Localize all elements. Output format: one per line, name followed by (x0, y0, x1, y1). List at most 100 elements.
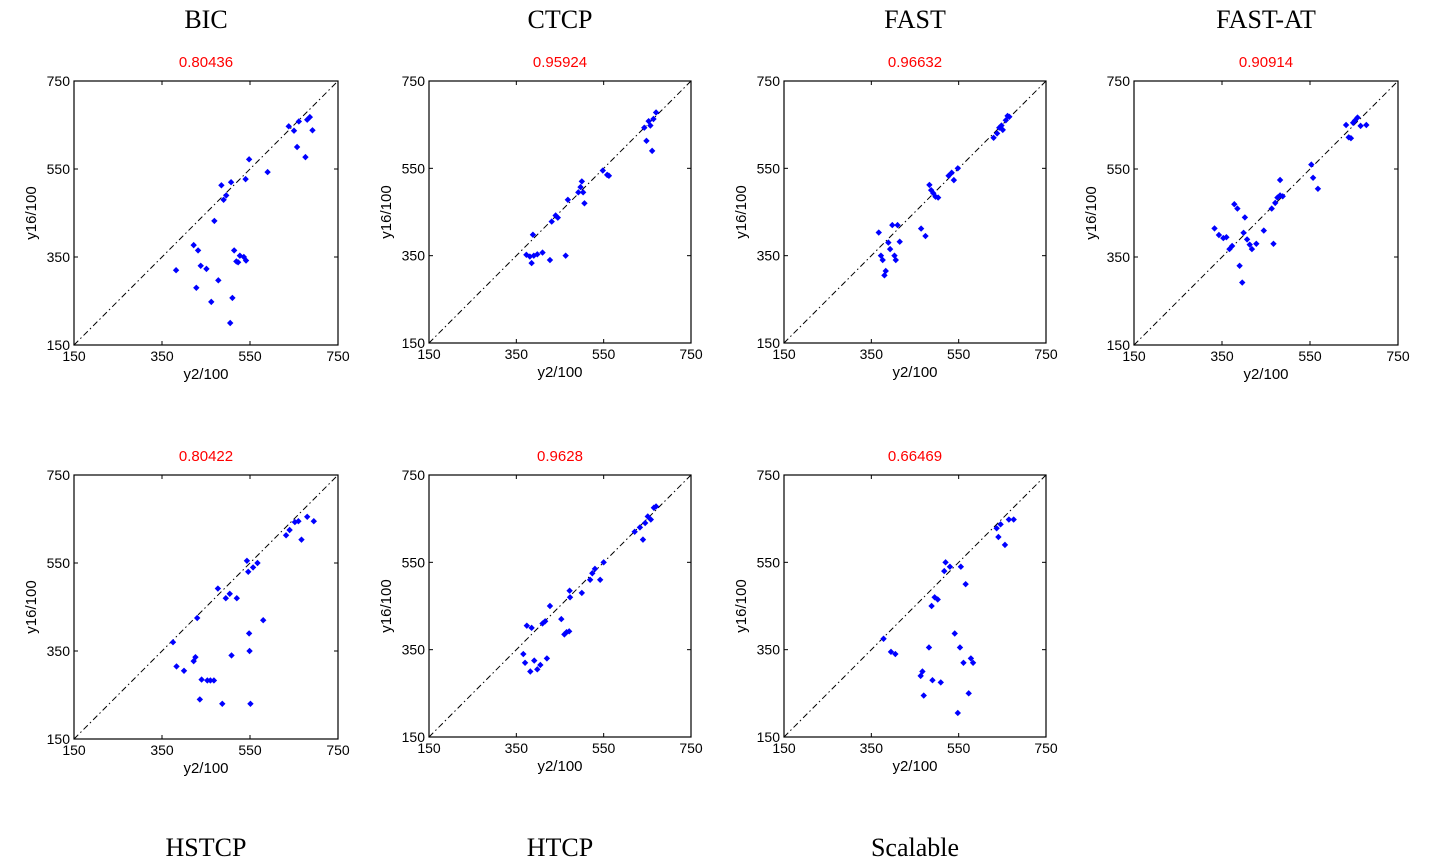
data-point (652, 109, 660, 116)
data-point (304, 513, 311, 520)
data-point (298, 536, 305, 543)
x-tick-label: 150 (772, 740, 796, 756)
data-point (562, 252, 569, 259)
data-point (929, 677, 936, 684)
x-tick-label: 550 (1298, 348, 1322, 364)
data-point (993, 130, 1001, 137)
data-point (605, 172, 613, 179)
data-point (537, 661, 544, 669)
y-tick-label: 550 (757, 160, 781, 176)
data-point (208, 298, 215, 306)
data-point (647, 122, 654, 129)
data-point (997, 521, 1004, 528)
data-point (999, 126, 1006, 134)
data-point (1239, 279, 1246, 286)
data-point (242, 175, 249, 183)
data-point (523, 622, 531, 629)
data-point (951, 630, 958, 637)
data-point (889, 221, 896, 229)
data-point (194, 614, 201, 622)
data-point (215, 277, 222, 284)
x-tick-label: 150 (417, 346, 441, 362)
data-point (586, 576, 594, 583)
data-point (197, 262, 204, 269)
data-point (530, 252, 537, 259)
data-point (563, 629, 570, 636)
data-point (207, 677, 214, 684)
y-tick-label: 750 (47, 73, 71, 89)
scatter-panel-fast: FAST 0.96632 150 350 550 750 150 350 550 750 y2/10… (733, 5, 1058, 381)
data-point (1241, 214, 1249, 221)
data-point (561, 631, 568, 638)
data-point (534, 666, 541, 673)
data-point (600, 559, 607, 566)
data-point (558, 615, 565, 623)
x-tick-label: 750 (679, 740, 703, 756)
data-point (877, 252, 885, 259)
data-point (1228, 242, 1236, 250)
data-point (214, 585, 222, 592)
panel-caption: CTCP (527, 5, 592, 34)
data-point (566, 594, 574, 601)
data-point (285, 123, 292, 130)
data-point (210, 677, 218, 684)
data-point (892, 256, 899, 264)
data-point (950, 176, 958, 184)
data-point (306, 113, 314, 121)
data-point (229, 294, 236, 302)
correlation-value: 0.9628 (537, 448, 583, 465)
data-point (954, 165, 961, 172)
panel-caption: FAST (884, 5, 946, 34)
y-tick-label: 750 (402, 467, 426, 483)
data-point (589, 570, 596, 577)
data-point (648, 147, 656, 155)
data-point (922, 232, 929, 240)
data-point (240, 253, 248, 261)
data-point (1276, 192, 1284, 199)
data-point (295, 518, 302, 525)
reference-line (428, 80, 692, 344)
data-point (1253, 240, 1260, 247)
y-tick-label: 550 (402, 554, 426, 570)
y-tick-label: 750 (757, 467, 781, 483)
x-tick-label: 550 (947, 740, 971, 756)
data-point (302, 153, 309, 161)
data-point (993, 525, 1000, 532)
data-point (644, 513, 651, 520)
y-tick-label: 550 (757, 554, 781, 570)
y-tick-label: 150 (1107, 337, 1131, 353)
y-axis-label: y16/100 (733, 185, 750, 238)
data-point (934, 194, 942, 201)
x-tick-label: 750 (326, 348, 350, 364)
data-point (962, 580, 969, 588)
data-point (652, 503, 660, 510)
data-point (245, 568, 252, 575)
data-point (169, 639, 177, 646)
data-point (1243, 236, 1251, 243)
x-tick-label: 150 (62, 348, 86, 364)
data-point (260, 617, 267, 624)
scatter-panel-fast-at: FAST-AT 0.90914 150 350 550 750 150 350 550 750 y2… (1083, 5, 1410, 383)
data-point (631, 528, 638, 535)
y-tick-label: 350 (757, 642, 781, 658)
data-point (528, 624, 535, 632)
data-point (579, 189, 587, 196)
data-point (1260, 227, 1267, 234)
data-point (885, 239, 892, 246)
y-tick-label: 350 (757, 248, 781, 264)
data-point (541, 618, 549, 625)
y-tick-label: 350 (1107, 249, 1131, 265)
scatter-panel-bic: BIC 0.80436 150 350 550 750 150 350 550 750 y2/100… (23, 5, 350, 383)
data-point (1349, 119, 1357, 126)
correlation-value: 0.66469 (888, 448, 942, 465)
x-axis-label: y2/100 (892, 364, 937, 381)
data-point (641, 519, 649, 527)
x-tick-label: 750 (326, 742, 350, 758)
y-tick-label: 550 (1107, 161, 1131, 177)
data-point (531, 657, 538, 664)
data-point (282, 532, 290, 539)
data-point (1342, 121, 1350, 129)
data-point (245, 156, 253, 163)
data-point (577, 183, 584, 191)
data-point (247, 700, 254, 707)
